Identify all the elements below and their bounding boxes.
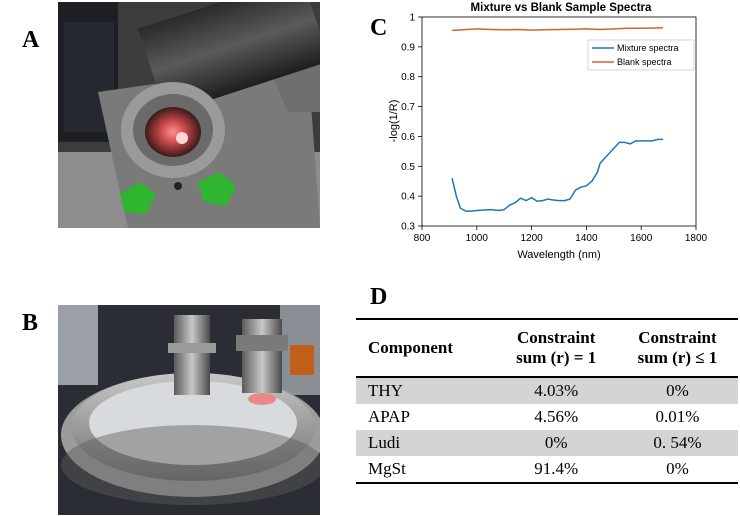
- y-tick-label: 0.7: [401, 102, 415, 113]
- legend-label-mixture: Mixture spectra: [617, 43, 679, 53]
- y-tick-label: 0.6: [401, 132, 415, 143]
- x-tick-label: 1200: [520, 233, 543, 244]
- blank-spectra-line: [452, 26, 664, 32]
- table-row: MgSt 91.4% 0%: [356, 456, 738, 483]
- x-tick-label: 1600: [630, 233, 653, 244]
- y-tick-label: 1: [409, 13, 415, 24]
- panel-c-label: C: [370, 15, 388, 41]
- y-axis-label: -log(1/R): [388, 100, 400, 143]
- header-constraint-eq: Constraint sum (r) = 1: [516, 328, 597, 367]
- table-row: THY 4.03% 0%: [356, 377, 738, 404]
- y-tick-label: 0.9: [401, 42, 415, 53]
- cell-value: 4.03%: [495, 377, 617, 404]
- cell-value: 4.56%: [534, 407, 579, 426]
- x-axis-ticks: 800 1000 1200 1400 1600 1800: [414, 226, 708, 244]
- table-header-row: Component Constraint sum (r) = 1 Constrai…: [356, 319, 738, 377]
- panel-a-label: A: [22, 27, 40, 53]
- y-tick-label: 0.5: [401, 162, 415, 173]
- cell-value: 0%: [666, 459, 689, 478]
- cell-value: 0. 54%: [616, 430, 738, 456]
- header-component: Component: [368, 338, 454, 357]
- cell-component: THY: [356, 377, 496, 404]
- table-row: Ludi 0% 0. 54%: [356, 430, 738, 456]
- y-tick-label: 0.3: [401, 222, 415, 233]
- series-lines: [451, 26, 664, 212]
- constraint-results-table: Component Constraint sum (r) = 1 Constrai…: [356, 318, 738, 484]
- table-row: APAP 4.56% 0.01%: [356, 404, 738, 430]
- photo-probe-setup: [58, 2, 320, 228]
- x-axis-label: Wavelength (nm): [517, 249, 600, 261]
- x-tick-label: 1800: [685, 233, 708, 244]
- cell-value: 0%: [616, 377, 738, 404]
- chart-title: Mixture vs Blank Sample Spectra: [471, 2, 652, 14]
- y-tick-label: 0.8: [401, 72, 415, 83]
- plot-area-frame: [421, 16, 697, 227]
- header-constraint-le: Constraint sum (r) ≤ 1: [637, 328, 718, 367]
- y-axis-ticks: 0.3 0.4 0.5 0.6 0.7 0.8 0.9 1: [401, 13, 422, 233]
- panel-d-label: D: [370, 284, 388, 310]
- photo-sample-stage: [58, 305, 320, 515]
- spectra-line-chart: Mixture vs Blank Sample Spectra 800 1000 1…: [388, 2, 708, 261]
- cell-component: MgSt: [368, 459, 406, 478]
- cell-component: Ludi: [356, 430, 496, 456]
- cell-component: APAP: [368, 407, 410, 426]
- cell-value: 0%: [495, 430, 617, 456]
- x-tick-label: 1400: [575, 233, 598, 244]
- cell-value: 0.01%: [655, 407, 700, 426]
- mixture-spectra-line: [451, 138, 664, 212]
- chart-legend: Mixture spectra Blank spectra: [587, 39, 695, 71]
- x-tick-label: 1000: [466, 233, 489, 244]
- x-tick-label: 800: [414, 233, 431, 244]
- cell-value: 91.4%: [534, 459, 579, 478]
- panel-b-label: B: [22, 310, 39, 336]
- legend-label-blank: Blank spectra: [617, 57, 672, 67]
- y-tick-label: 0.4: [401, 192, 415, 203]
